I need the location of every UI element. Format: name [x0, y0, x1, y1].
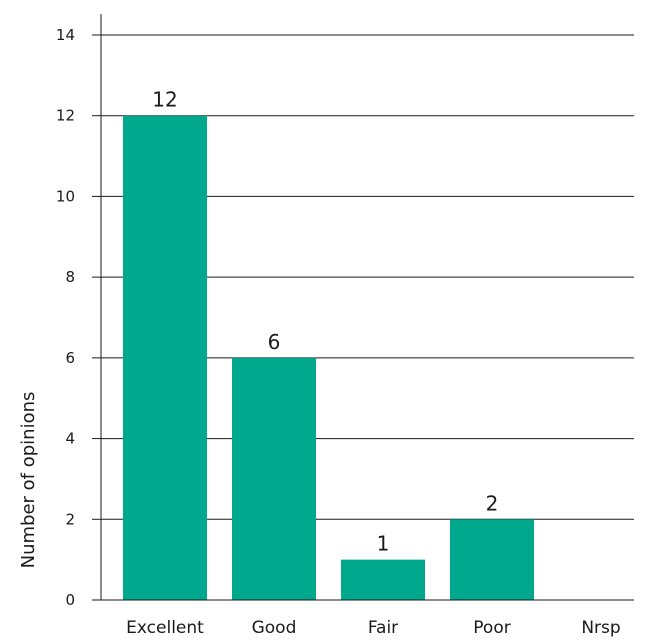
y-tick-label: 6 — [65, 349, 75, 367]
bar-fair — [341, 559, 425, 600]
x-tick-label: Nrsp — [581, 618, 620, 638]
bar-excellent — [123, 115, 207, 600]
x-tick-label: Fair — [368, 618, 398, 638]
axes — [92, 14, 634, 601]
data-label-excellent: 12 — [152, 88, 177, 112]
bar-good — [232, 357, 316, 600]
x-tick-label: Excellent — [126, 618, 204, 638]
labels: 0 2 4 6 8 10 12 14 12 Excellent 6 Good 1 Fair 2 Poor Nrs… — [56, 26, 621, 638]
y-tick-label: 14 — [56, 26, 75, 44]
y-tick-label: 8 — [65, 268, 75, 286]
bar-poor — [450, 519, 534, 600]
data-label-poor: 2 — [486, 491, 499, 515]
data-label-fair: 1 — [377, 532, 390, 556]
x-tick-label: Good — [252, 618, 297, 638]
y-tick-label: 0 — [65, 591, 75, 609]
data-label-good: 6 — [268, 330, 281, 354]
bars — [123, 115, 534, 600]
y-tick-label: 10 — [56, 187, 75, 205]
y-tick-label: 4 — [65, 430, 75, 448]
x-tick-label: Poor — [473, 618, 510, 638]
y-tick-label: 12 — [56, 107, 75, 125]
y-tick-label: 2 — [65, 510, 75, 528]
y-axis-title: Number of opinions — [18, 392, 39, 569]
